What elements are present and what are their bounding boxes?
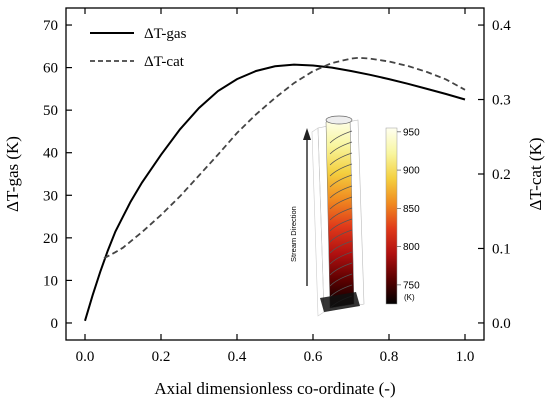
inset-fin [329,130,353,144]
legend-label-gas: ΔT-gas [144,26,187,42]
x-tick-label: 1.0 [456,349,475,365]
inset-fin [329,273,353,287]
series-line-gas [84,63,466,322]
inset-fin [329,196,353,210]
inset-fin [329,284,353,298]
x-tick-label: 0.6 [304,349,323,365]
inset-fin [329,185,353,199]
y-tick-label: 70 [43,18,58,34]
colorbar-ticks: 950 900 850 800 750 [397,127,420,291]
inset-tube-cap [325,115,353,125]
y-tick-label: 20 [43,231,58,247]
y-tick-label: 10 [43,273,58,289]
x-tick-label: 0.2 [152,349,171,365]
y-tick-label: 30 [43,188,58,204]
series-line-cat [103,56,466,259]
inset-fin [329,262,353,276]
legend-label-cat: ΔT-cat [144,54,185,70]
y2-tick-label: 0.3 [492,93,511,109]
y2-tick-label: 0.1 [492,241,511,257]
x-tick-label: 0.4 [228,349,247,365]
y-tick-label: 60 [43,61,58,77]
stream-direction-arrow [303,128,311,286]
colorbar-unit: (K) [404,293,415,302]
series-lines [84,56,466,322]
y-tick-label: 40 [43,146,58,162]
plot-frame [65,7,485,341]
inset-wireframe-side [311,127,325,317]
y-axis-title-right: ΔT-cat (K) [526,137,545,210]
inset-fin [329,141,353,155]
inset-temperature-image: Stream Direction 950 900 850 800 750 (K) [289,115,420,317]
inset-tube [311,115,365,317]
colorbar-tick-label: 950 [403,127,420,138]
x-tick-label: 0.8 [380,349,399,365]
legend: ΔT-gas ΔT-cat [90,26,187,70]
colorbar-tick-label: 850 [403,204,420,215]
y-axis-title-left: ΔT-gas (K) [3,136,22,212]
inset-fin [329,218,353,232]
x-tick-label: 0.0 [76,349,95,365]
stream-direction-label: Stream Direction [289,206,298,262]
inset-tube-base [320,292,360,312]
inset-fin [329,163,353,177]
axis-ticks: 0.0 0.2 0.4 0.6 0.8 1.0 0 10 20 30 40 50 60 70 0.0 0.1 0… [43,8,511,365]
colorbar-tick-label: 800 [403,242,420,253]
colorbar-tick-label: 750 [403,280,420,291]
y2-tick-label: 0.4 [492,18,511,34]
y2-tick-label: 0.0 [492,316,511,332]
inset-fin [329,240,353,254]
inset-fin [329,207,353,221]
colorbar [385,127,398,305]
y2-tick-label: 0.2 [492,167,511,183]
inset-fin [329,174,353,188]
x-axis-title: Axial dimensionless co-ordinate (-) [154,379,395,398]
colorbar-tick-label: 900 [403,166,420,177]
inset-fin [329,229,353,243]
inset-fin [329,251,353,265]
y-tick-label: 50 [43,103,58,119]
inset-fin [329,152,353,166]
y-tick-label: 0 [51,316,59,332]
